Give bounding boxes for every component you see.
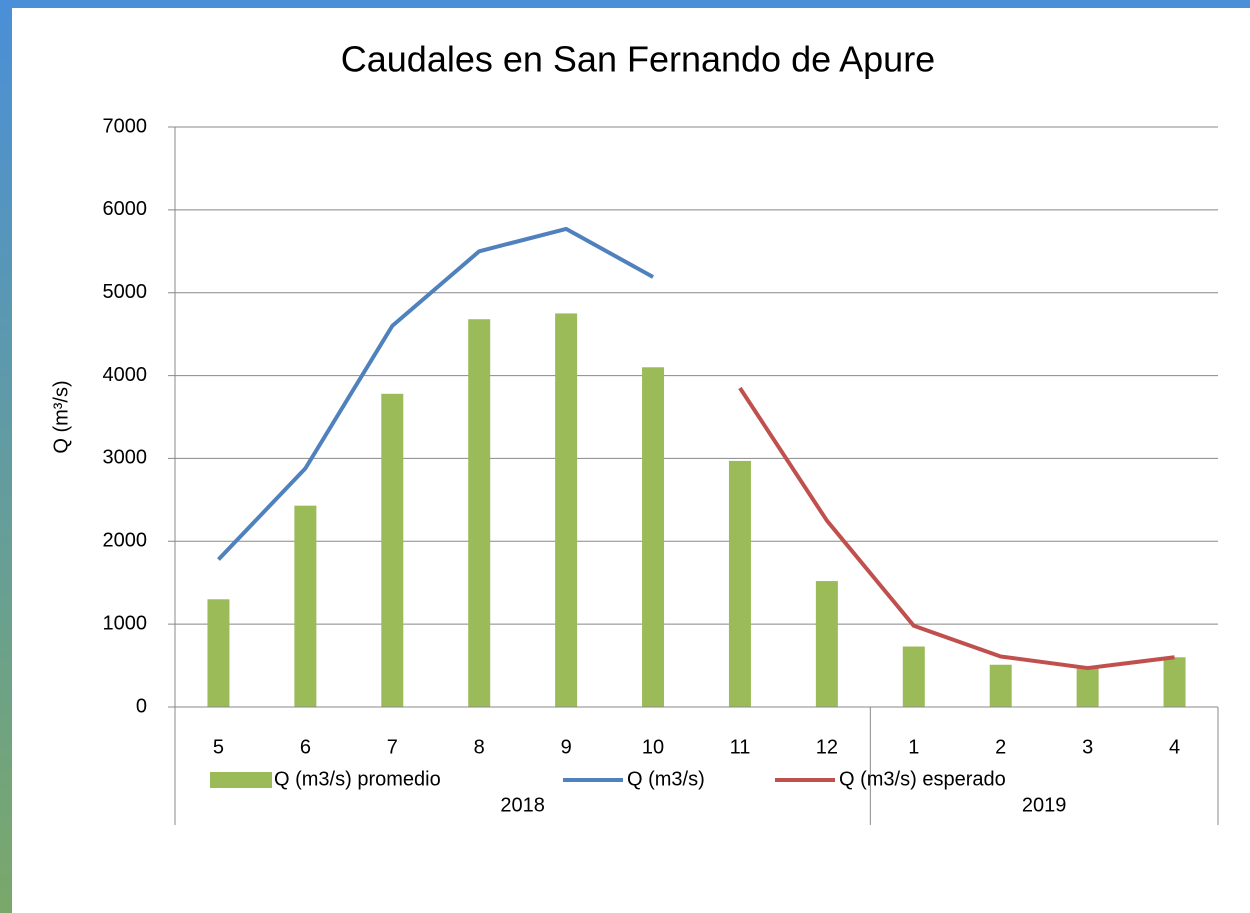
x-tick-label: 2: [995, 736, 1006, 758]
legend-label: Q (m3/s) esperado: [839, 768, 1006, 790]
bar: [642, 367, 664, 707]
legend-label: Q (m3/s): [627, 768, 705, 790]
x-tick-label: 3: [1082, 736, 1093, 758]
y-tick-label: 6000: [103, 198, 148, 220]
x-group-label: 2018: [500, 794, 545, 816]
y-axis-label: Q (m³/s): [50, 380, 72, 453]
y-tick-label: 3000: [103, 447, 148, 469]
x-tick-label: 6: [300, 736, 311, 758]
legend-swatch: [210, 772, 272, 788]
bar: [990, 665, 1012, 707]
x-tick-label: 5: [213, 736, 224, 758]
bar: [1164, 657, 1186, 707]
x-tick-label: 10: [642, 736, 664, 758]
y-tick-label: 0: [136, 695, 147, 717]
y-tick-label: 5000: [103, 281, 148, 303]
x-tick-label: 4: [1169, 736, 1180, 758]
bar: [381, 394, 403, 707]
y-tick-label: 2000: [103, 530, 148, 552]
x-tick-label: 11: [730, 736, 751, 758]
chart: Caudales en San Fernando de Apure Q (m³/…: [0, 0, 1250, 913]
legend-label: Q (m3/s) promedio: [274, 768, 441, 790]
x-tick-label: 9: [561, 736, 572, 758]
x-tick-label: 8: [474, 736, 485, 758]
bar: [294, 506, 316, 707]
bar: [1077, 668, 1099, 707]
bar: [903, 647, 925, 707]
y-tick-label: 4000: [103, 364, 148, 386]
bar: [729, 461, 751, 707]
bar: [468, 319, 490, 707]
bar: [816, 581, 838, 707]
x-tick-label: 1: [908, 736, 919, 758]
x-tick-label: 12: [816, 736, 838, 758]
y-tick-label: 7000: [103, 115, 148, 137]
bar: [555, 313, 577, 707]
x-tick-label: 7: [387, 736, 398, 758]
y-tick-label: 1000: [103, 612, 148, 634]
bar: [207, 599, 229, 707]
chart-title: Caudales en San Fernando de Apure: [341, 39, 935, 80]
x-group-label: 2019: [1022, 794, 1067, 816]
page: Caudales en San Fernando de Apure Q (m³/…: [0, 0, 1250, 913]
